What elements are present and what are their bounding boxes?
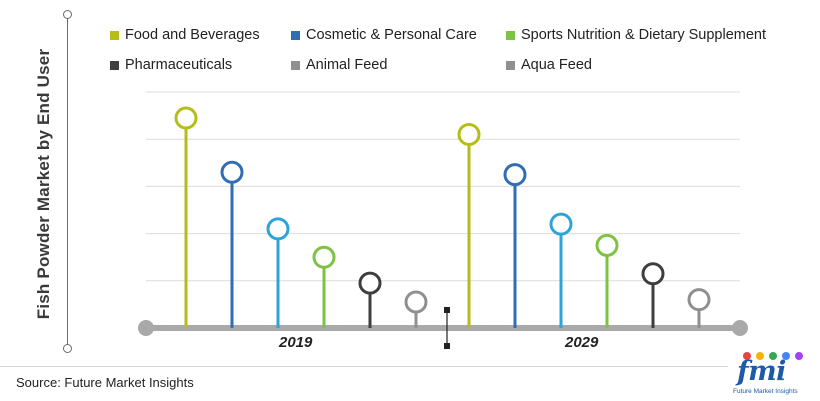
legend-item-sports-nutrition: Sports Nutrition & Dietary Supplement xyxy=(506,27,766,43)
group-separator-cap xyxy=(444,343,450,349)
baseline-left-cap xyxy=(138,320,154,336)
lollipop-head xyxy=(549,212,573,236)
lollipop-head xyxy=(220,160,244,184)
legend-swatch xyxy=(110,30,119,40)
legend-item-aqua-feed: Aqua Feed xyxy=(506,57,592,73)
logo-dot xyxy=(769,352,777,360)
logo-dot xyxy=(782,352,790,360)
legend-label: Aqua Feed xyxy=(521,57,592,73)
lollipop-head xyxy=(266,217,290,241)
legend-label: Pharmaceuticals xyxy=(125,57,233,73)
logo-dot xyxy=(743,352,751,360)
lollipop-head xyxy=(595,233,619,257)
y-axis-bottom-cap xyxy=(63,344,72,353)
lollipop-head xyxy=(312,245,336,269)
legend-swatch xyxy=(291,30,300,40)
lollipop-head xyxy=(457,122,481,146)
y-axis-top-cap xyxy=(63,10,72,19)
logo-dot xyxy=(756,352,764,360)
footer-divider xyxy=(0,366,728,367)
logo-wordmark: fmi xyxy=(737,356,786,387)
legend-label: Animal Feed xyxy=(306,57,388,73)
legend-item-animal-feed: Animal Feed xyxy=(291,57,387,73)
legend-label: Cosmetic & Personal Care xyxy=(306,27,477,43)
baseline-right-cap xyxy=(732,320,748,336)
legend-swatch xyxy=(110,60,119,70)
lollipop-head xyxy=(641,262,665,286)
logo-subtitle: Future Market Insights xyxy=(733,388,798,395)
logo-dots xyxy=(743,352,807,360)
lollipop-head xyxy=(404,290,428,314)
category-label-2019: 2019 xyxy=(279,334,313,351)
legend-swatch xyxy=(506,60,515,70)
legend-item-cosmetic: Cosmetic & Personal Care xyxy=(291,27,477,43)
lollipop-head xyxy=(503,163,527,187)
lollipop-head xyxy=(174,106,198,130)
legend-swatch xyxy=(506,30,515,40)
fmi-logo: fmi Future Market Insights xyxy=(733,352,813,398)
lollipop-head xyxy=(358,271,382,295)
group-separator-cap xyxy=(444,307,450,313)
legend-swatch xyxy=(291,60,300,70)
source-note: Source: Future Market Insights xyxy=(16,375,194,390)
legend-label: Sports Nutrition & Dietary Supplement xyxy=(521,27,766,43)
legend-item-food-beverages: Food and Beverages xyxy=(110,27,260,43)
legend-item-pharmaceuticals: Pharmaceuticals xyxy=(110,57,232,73)
lollipop-head xyxy=(687,288,711,312)
legend-label: Food and Beverages xyxy=(125,27,260,43)
y-axis-line xyxy=(67,16,68,350)
category-label-2029: 2029 xyxy=(565,334,599,351)
logo-dot xyxy=(795,352,803,360)
